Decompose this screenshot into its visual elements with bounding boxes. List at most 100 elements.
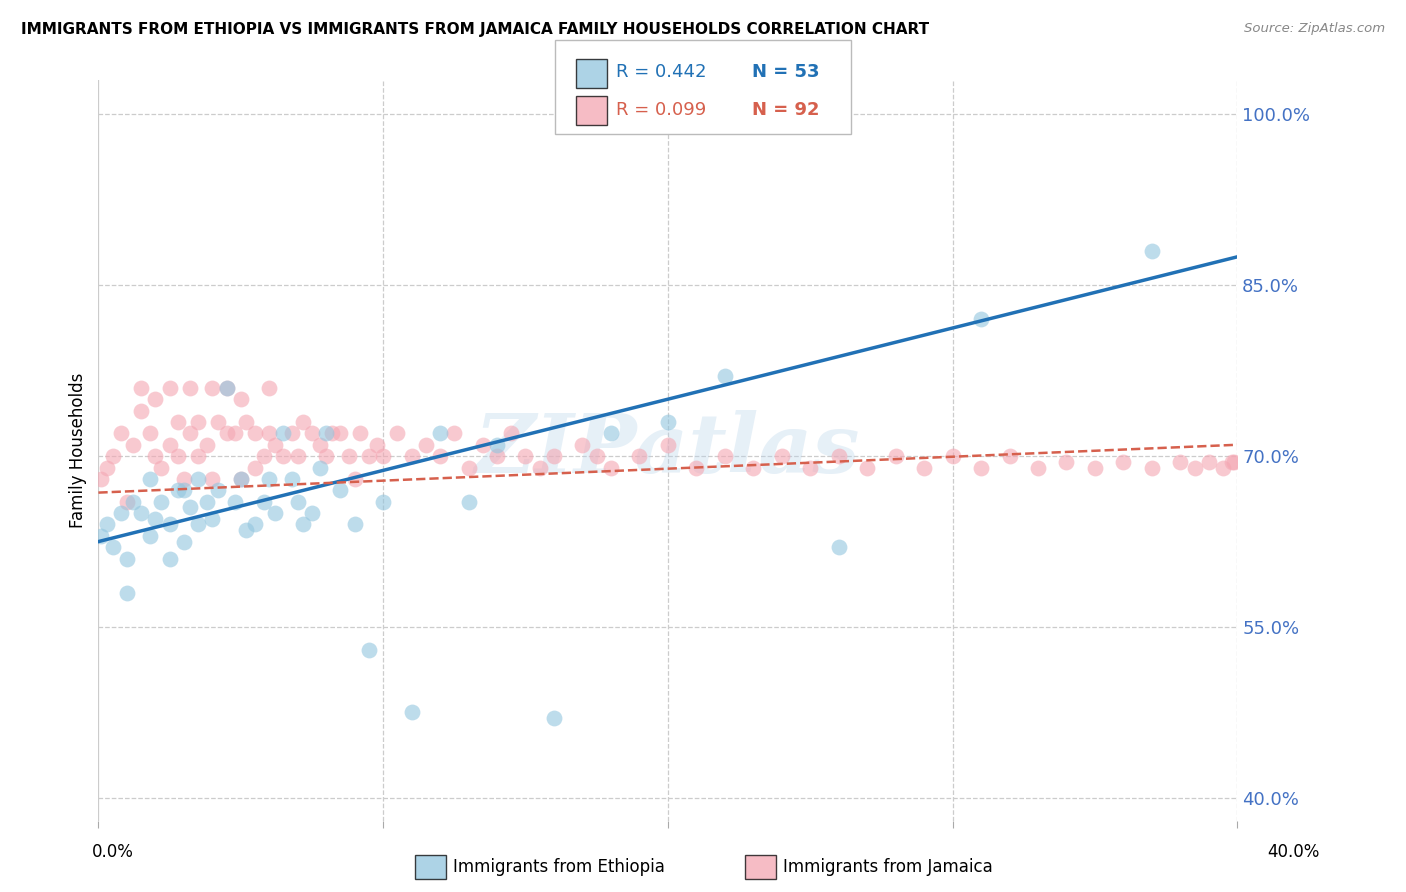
Point [264,506,287,520]
Point [1220,455,1243,469]
Point [243,460,266,475]
Point [159,381,181,395]
Point [273,449,295,463]
Point [159,551,181,566]
Point [101,541,124,555]
Point [101,449,124,463]
Point [243,426,266,441]
Point [486,438,509,452]
Point [121,494,143,508]
Point [252,449,274,463]
Point [429,426,451,441]
Point [343,517,366,532]
Point [585,449,607,463]
Point [373,449,395,463]
Point [1170,455,1192,469]
Point [337,449,360,463]
Point [349,426,371,441]
Point [321,426,343,441]
Point [201,472,224,486]
Point [179,500,201,515]
Point [129,381,152,395]
Point [273,426,295,441]
Point [828,541,851,555]
Point [471,438,494,452]
Point [401,449,423,463]
Point [628,449,651,463]
Point [292,415,315,429]
Text: IMMIGRANTS FROM ETHIOPIA VS IMMIGRANTS FROM JAMAICA FAMILY HOUSEHOLDS CORRELATIO: IMMIGRANTS FROM ETHIOPIA VS IMMIGRANTS F… [21,22,929,37]
Point [543,449,565,463]
Point [401,706,423,720]
Point [224,426,246,441]
Point [457,494,479,508]
Point [281,426,304,441]
Point [366,438,388,452]
Point [159,438,181,452]
Point [1198,455,1220,469]
Point [264,438,287,452]
Point [201,512,224,526]
Point [373,494,395,508]
Point [115,586,138,600]
Point [742,460,765,475]
Point [179,426,201,441]
Point [281,472,304,486]
Point [343,472,366,486]
Point [235,523,257,537]
Point [115,551,138,566]
Point [912,460,935,475]
Y-axis label: Family Households: Family Households [69,373,87,528]
Point [657,438,679,452]
Point [115,494,138,508]
Point [1112,455,1135,469]
Point [443,426,465,441]
Point [129,403,152,417]
Point [121,438,143,452]
Point [799,460,821,475]
Point [1056,455,1078,469]
Point [229,472,252,486]
Point [195,494,218,508]
Point [224,494,246,508]
Point [486,449,509,463]
Text: R = 0.099: R = 0.099 [616,101,706,119]
Point [600,460,623,475]
Point [1212,460,1234,475]
Point [90,529,112,543]
Point [110,426,132,441]
Point [315,449,337,463]
Point [501,426,523,441]
Point [110,506,132,520]
Text: Immigrants from Jamaica: Immigrants from Jamaica [783,858,993,876]
Point [515,449,537,463]
Point [138,426,160,441]
Point [229,472,252,486]
Point [215,426,238,441]
Text: R = 0.442: R = 0.442 [616,63,706,81]
Point [90,472,112,486]
Point [145,512,167,526]
Point [301,426,323,441]
Point [215,381,238,395]
Point [309,460,332,475]
Point [259,426,281,441]
Point [187,517,209,532]
Point [357,642,380,657]
Point [828,449,851,463]
Point [159,517,181,532]
Point [429,449,451,463]
Point [259,472,281,486]
Point [179,381,201,395]
Point [173,483,195,498]
Point [1223,455,1246,469]
Point [207,415,229,429]
Point [714,369,737,384]
Text: Immigrants from Ethiopia: Immigrants from Ethiopia [453,858,665,876]
Point [998,449,1021,463]
Point [138,472,160,486]
Point [714,449,737,463]
Point [187,415,209,429]
Point [357,449,380,463]
Point [1184,460,1206,475]
